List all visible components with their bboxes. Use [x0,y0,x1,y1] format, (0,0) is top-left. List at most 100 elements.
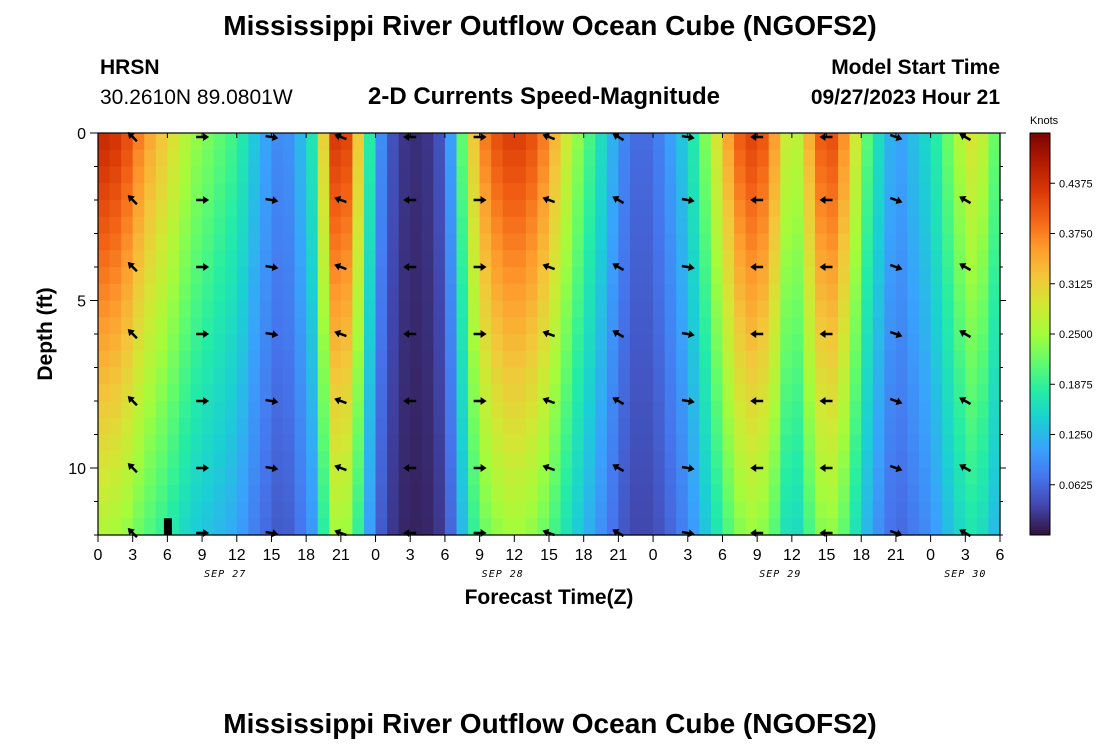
heatmap-cell [664,451,677,469]
current-arrow [334,262,347,271]
heatmap-cell [849,468,862,486]
heatmap-cell [213,334,226,352]
heatmap-cell [803,401,816,419]
heatmap-cell [676,401,689,419]
heatmap-cell [363,283,377,302]
x-tick-label: 12 [505,547,523,564]
heatmap-cell [514,250,527,268]
heatmap-cell [155,267,168,285]
heatmap-cell [155,183,168,201]
heatmap-cell [768,216,781,235]
heatmap-cell [225,417,238,436]
heatmap-cell [653,149,666,168]
heatmap-cell [595,200,608,218]
heatmap-cell [444,384,458,402]
heatmap-cell [433,518,446,536]
heatmap-cell [444,484,458,503]
heatmap-cell [525,367,539,385]
heatmap-cell [178,518,192,536]
heatmap-cell [167,367,180,385]
heatmap-cell [306,283,319,302]
heatmap-cell [861,233,874,251]
heatmap-cell [352,149,365,168]
heatmap-cell [653,401,666,419]
current-arrow [196,263,210,271]
current-arrow [403,330,417,338]
heatmap-cell [352,216,365,235]
heatmap-cell [849,183,862,201]
heatmap-cell [699,484,712,503]
heatmap-cell [942,401,955,419]
heatmap-cell [710,233,724,251]
arrow-head [542,396,550,405]
x-tick-label: 6 [163,547,172,564]
heatmap-cell [190,250,203,268]
heatmap-cell [919,334,932,352]
heatmap-cell [479,317,492,335]
heatmap-cell [375,334,388,352]
heatmap-cell [965,401,978,419]
heatmap-cell [884,250,897,268]
heatmap-cell [734,384,747,402]
heatmap-cell [710,216,724,235]
heatmap-cell [872,451,885,469]
heatmap-cell [491,334,504,352]
x-tick-label: 3 [406,547,415,564]
heatmap-cell [468,384,481,402]
heatmap-cell [907,350,920,369]
heatmap-cell [375,250,388,268]
heatmap-cell [514,317,527,335]
heatmap-cell [687,501,700,519]
heatmap-cell [976,166,990,184]
heatmap-cell [803,501,816,519]
heatmap-cell [167,250,180,268]
heatmap-cell [826,216,839,235]
heatmap-cell [988,417,1001,436]
heatmap-cell [271,501,284,519]
heatmap-cell [814,401,828,419]
current-arrow [403,133,417,141]
heatmap-cell [306,216,319,235]
bottom-marker [163,518,172,535]
heatmap-cell [329,484,342,503]
heatmap-cell [780,434,793,452]
heatmap-cell [502,518,515,536]
heatmap-cell [294,350,307,369]
heatmap-cell [641,216,654,235]
heatmap-cell [248,133,261,151]
heatmap-cell [768,200,781,218]
heatmap-cell [838,166,851,184]
heatmap-cell [942,518,955,536]
heatmap-cell [248,384,261,402]
heatmap-cell [167,183,180,201]
heatmap-cell [849,367,862,385]
heatmap-cell [537,401,550,419]
current-arrow [403,196,417,204]
heatmap-cell [745,484,758,503]
heatmap-cell [687,283,700,302]
heatmap-cell [722,484,735,503]
heatmap-cell [861,501,874,519]
heatmap-cell [178,384,192,402]
heatmap-cell [444,518,458,536]
heatmap-cell [132,451,145,469]
heatmap-cell [549,417,562,436]
heatmap-cell [595,216,608,235]
heatmap-cell [525,133,539,151]
heatmap-cell [433,283,446,302]
heatmap-cell [895,166,909,184]
heatmap-cell [456,216,469,235]
heatmap-cell [410,300,423,318]
heatmap-cell [132,484,145,503]
heatmap-cell [710,417,724,436]
heatmap-cell [306,250,319,268]
heatmap-cell [398,451,411,469]
heatmap-cell [606,468,619,486]
heatmap-cell [306,267,319,285]
heatmap-cell [768,149,781,168]
heatmap-cell [907,300,920,318]
heatmap-cell [572,484,585,503]
heatmap-cell [687,384,700,402]
heatmap-cell [202,334,215,352]
heatmap-cell [375,501,388,519]
